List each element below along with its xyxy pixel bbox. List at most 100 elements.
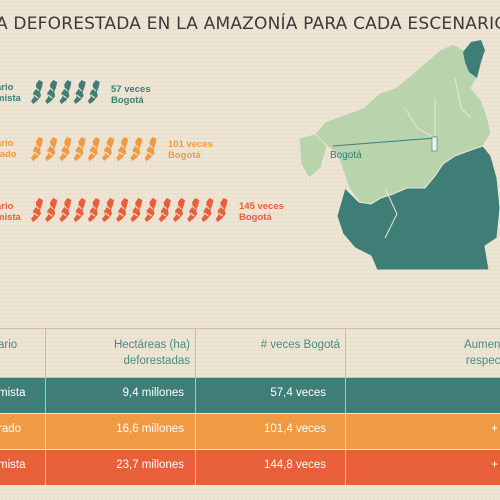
- deforestation-icon-cut: [204, 204, 210, 217]
- table-row: mista 9,4 millones 57,4 veces: [0, 378, 500, 414]
- deforestation-icon: [87, 80, 100, 104]
- table-row: mista 23,7 millones 144,8 veces +: [0, 450, 500, 486]
- deforestation-icon-cut: [90, 204, 97, 217]
- deforestation-icon: [73, 137, 86, 161]
- bogota-zone: [431, 136, 438, 152]
- deforestation-icon: [158, 198, 171, 222]
- cell-hectares: 16,6 millones: [116, 423, 184, 435]
- deforestation-icon: [87, 137, 100, 161]
- bogota-label: Bogotá: [330, 150, 362, 161]
- deforestation-icon: [73, 198, 86, 222]
- deforestation-icon-cut: [104, 143, 111, 156]
- deforestation-icon-cut: [33, 143, 40, 156]
- header-hectares: Hectáreas (ha) deforestadas: [80, 337, 190, 369]
- scenario-3-note-line2: Bogotá: [239, 212, 272, 223]
- map-caribbean-region: [463, 40, 485, 78]
- cell-times-bogota: 101,4 veces: [263, 423, 326, 435]
- scenario-1-label-line1: ario: [0, 82, 14, 93]
- deforestation-icon-cut: [133, 204, 139, 217]
- deforestation-icon: [116, 198, 129, 222]
- scenario-2-icons: [30, 136, 164, 162]
- deforestation-icon: [45, 137, 58, 161]
- row-divider: [345, 450, 346, 485]
- row-divider: [45, 414, 46, 449]
- deforestation-icon: [31, 198, 43, 222]
- deforestation-icon-cut: [47, 204, 54, 217]
- deforestation-icon-cut: [47, 143, 54, 156]
- deforestation-icon-cut: [90, 86, 97, 99]
- scenario-2-note: 101 veces Bogotá: [168, 139, 213, 161]
- deforestation-icon-cut: [118, 143, 125, 156]
- header-times-bogota-label: # veces Bogotá: [260, 339, 340, 351]
- deforestation-icon-cut: [76, 143, 82, 156]
- deforestation-icon: [31, 137, 43, 161]
- scenario-3-note: 145 veces Bogotá: [239, 201, 284, 223]
- scenario-1-note-line2: Bogotá: [111, 95, 144, 106]
- data-table: ario Hectáreas (ha) deforestadas # veces …: [0, 328, 500, 486]
- deforestation-icon-cut: [161, 204, 168, 217]
- deforestation-icon-cut: [147, 143, 153, 156]
- scenario-3-label-line1: ario: [0, 201, 14, 212]
- row-divider: [195, 450, 196, 485]
- deforestation-icon: [45, 198, 58, 222]
- scenario-3-note-line1: 145 veces: [239, 201, 284, 212]
- deforestation-icon: [130, 198, 143, 222]
- deforestation-icon-cut: [76, 204, 82, 217]
- scenario-3-icons: [30, 197, 235, 223]
- cell-scenario: mista: [0, 387, 26, 399]
- deforestation-icon-cut: [47, 86, 54, 99]
- scenario-1-label-line2: mista: [0, 93, 21, 104]
- scenario-3-label: ario mista: [0, 201, 21, 223]
- row-divider: [345, 414, 346, 449]
- deforestation-icon: [102, 137, 114, 161]
- deforestation-icon: [102, 198, 114, 222]
- deforestation-icon-cut: [90, 143, 97, 156]
- deforestation-icon-cut: [62, 143, 68, 156]
- row-divider: [195, 378, 196, 413]
- deforestation-icon-cut: [175, 204, 182, 217]
- deforestation-icon-cut: [118, 204, 125, 217]
- map-pacific-region: [298, 133, 328, 179]
- header-hectares-label: Hectáreas (ha) deforestadas: [80, 337, 190, 369]
- scenario-2-note-line2: Bogotá: [168, 150, 201, 161]
- deforestation-icon-cut: [62, 204, 68, 217]
- bogota-leader-line: [332, 137, 436, 147]
- deforestation-icon: [59, 80, 72, 104]
- scenario-1-note-line1: 57 veces: [111, 84, 151, 95]
- cell-times-bogota: 144,8 veces: [263, 459, 326, 471]
- scenario-1-note: 57 veces Bogotá: [111, 84, 151, 106]
- header-times-bogota: # veces Bogotá: [210, 337, 340, 353]
- deforestation-icon: [87, 198, 100, 222]
- deforestation-icon: [59, 198, 72, 222]
- header-scenario: ario: [0, 337, 17, 353]
- deforestation-icon: [144, 198, 157, 222]
- deforestation-icon: [201, 198, 214, 222]
- deforestation-icon: [187, 198, 200, 222]
- header-increase-label: Aumento respecto: [380, 337, 500, 369]
- header-line-2: deforestadas: [123, 355, 191, 367]
- deforestation-icon: [116, 137, 129, 161]
- row-divider: [45, 450, 46, 485]
- scenario-2-note-line1: 101 veces: [168, 139, 213, 150]
- table-header: ario Hectáreas (ha) deforestadas # veces …: [0, 328, 500, 378]
- cell-hectares: 23,7 millones: [116, 459, 184, 471]
- colombia-map: [298, 40, 500, 270]
- scenario-2-label-line1: ario: [0, 138, 14, 149]
- header-scenario-label: ario: [0, 339, 18, 351]
- scenario-2-label-line2: rado: [0, 149, 17, 160]
- scenario-2-label: ario rado: [0, 138, 17, 160]
- deforestation-icon: [59, 137, 72, 161]
- scenario-3-label-line2: mista: [0, 212, 21, 223]
- deforestation-icon: [215, 198, 228, 222]
- row-divider: [345, 378, 346, 413]
- deforestation-icon: [173, 198, 185, 222]
- deforestation-icon-cut: [104, 204, 111, 217]
- deforestation-icon-cut: [33, 86, 40, 99]
- header-line-1: Hectáreas (ha): [113, 339, 190, 351]
- table-row: rado 16,6 millones 101,4 veces +: [0, 414, 500, 450]
- table-body: mista 9,4 millones 57,4 veces rado 16,6 mill…: [0, 378, 500, 486]
- deforestation-icon: [45, 80, 58, 104]
- map-amazon-region: [336, 145, 500, 270]
- row-divider: [45, 378, 46, 413]
- deforestation-icon-cut: [189, 204, 196, 217]
